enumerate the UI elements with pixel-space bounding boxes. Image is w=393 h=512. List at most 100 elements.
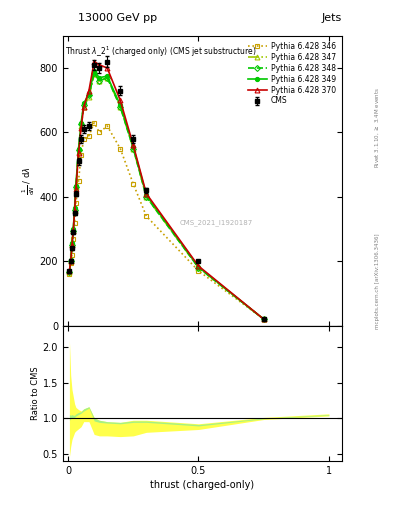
Pythia 6.428 349 xyxy=(67,269,72,275)
Pythia 6.428 370 xyxy=(79,124,83,131)
Pythia 6.428 347 xyxy=(72,207,77,213)
Pythia 6.428 347 xyxy=(97,78,102,84)
Pythia 6.428 347 xyxy=(68,258,73,264)
Pythia 6.428 347 xyxy=(196,265,201,271)
Pythia 6.428 348 xyxy=(68,258,73,264)
Pythia 6.428 348 xyxy=(131,145,136,152)
Pythia 6.428 349 xyxy=(92,68,97,74)
Pythia 6.428 348 xyxy=(97,78,102,84)
Pythia 6.428 370 xyxy=(261,316,266,322)
Pythia 6.428 346 xyxy=(105,123,110,129)
Pythia 6.428 349 xyxy=(196,264,201,270)
Pythia 6.428 346 xyxy=(67,271,72,277)
Y-axis label: Ratio to CMS: Ratio to CMS xyxy=(31,367,40,420)
Pythia 6.428 349 xyxy=(76,145,81,152)
Pythia 6.428 347 xyxy=(86,94,91,100)
Pythia 6.428 348 xyxy=(76,147,81,153)
Pythia 6.428 349 xyxy=(68,257,73,263)
Pythia 6.428 349 xyxy=(105,73,110,79)
Pythia 6.428 347 xyxy=(79,123,83,129)
Pythia 6.428 348 xyxy=(196,265,201,271)
Pythia 6.428 370 xyxy=(86,88,91,94)
Pythia 6.428 349 xyxy=(144,192,149,198)
Pythia 6.428 348 xyxy=(144,194,149,200)
Pythia 6.428 346 xyxy=(79,152,83,158)
Pythia 6.428 346 xyxy=(131,181,136,187)
Legend: Pythia 6.428 346, Pythia 6.428 347, Pythia 6.428 348, Pythia 6.428 349, Pythia 6: Pythia 6.428 346, Pythia 6.428 347, Pyth… xyxy=(246,39,338,108)
Pythia 6.428 346 xyxy=(68,260,73,266)
Pythia 6.428 347 xyxy=(144,194,149,200)
Pythia 6.428 346 xyxy=(71,236,76,242)
Pythia 6.428 348 xyxy=(92,70,97,76)
Pythia 6.428 347 xyxy=(81,103,86,110)
Pythia 6.428 348 xyxy=(79,121,83,127)
Pythia 6.428 349 xyxy=(72,205,77,211)
Pythia 6.428 370 xyxy=(71,227,76,233)
Pythia 6.428 348 xyxy=(118,103,123,110)
Line: Pythia 6.428 346: Pythia 6.428 346 xyxy=(67,121,266,321)
Pythia 6.428 349 xyxy=(86,91,91,97)
Text: Jets: Jets xyxy=(321,13,342,23)
Pythia 6.428 370 xyxy=(67,268,72,274)
Pythia 6.428 347 xyxy=(105,75,110,81)
Pythia 6.428 346 xyxy=(92,120,97,126)
Text: 13000 GeV pp: 13000 GeV pp xyxy=(78,13,158,23)
Pythia 6.428 349 xyxy=(131,144,136,150)
Text: mcplots.cern.ch [arXiv:1306.3436]: mcplots.cern.ch [arXiv:1306.3436] xyxy=(375,234,380,329)
Pythia 6.428 346 xyxy=(70,252,74,258)
Pythia 6.428 348 xyxy=(72,207,77,213)
Pythia 6.428 370 xyxy=(144,190,149,197)
Pythia 6.428 349 xyxy=(70,241,74,247)
Pythia 6.428 370 xyxy=(68,258,73,264)
Pythia 6.428 348 xyxy=(73,184,78,190)
Pythia 6.428 347 xyxy=(73,184,78,190)
Text: CMS_2021_I1920187: CMS_2021_I1920187 xyxy=(180,219,253,226)
Line: Pythia 6.428 347: Pythia 6.428 347 xyxy=(67,72,266,322)
Pythia 6.428 370 xyxy=(73,186,78,192)
Pythia 6.428 370 xyxy=(196,263,201,269)
Pythia 6.428 347 xyxy=(261,316,266,322)
Pythia 6.428 370 xyxy=(76,151,81,157)
Pythia 6.428 347 xyxy=(92,71,97,77)
Text: Thrust $\lambda\_2^1$ (charged only) (CMS jet substructure): Thrust $\lambda\_2^1$ (charged only) (CM… xyxy=(65,45,256,59)
Pythia 6.428 349 xyxy=(73,182,78,188)
Pythia 6.428 370 xyxy=(92,58,97,65)
Pythia 6.428 348 xyxy=(81,102,86,108)
Line: Pythia 6.428 349: Pythia 6.428 349 xyxy=(67,69,266,321)
Pythia 6.428 346 xyxy=(118,145,123,152)
Line: Pythia 6.428 370: Pythia 6.428 370 xyxy=(67,59,266,322)
Pythia 6.428 370 xyxy=(81,103,86,110)
Line: Pythia 6.428 348: Pythia 6.428 348 xyxy=(67,71,266,321)
Pythia 6.428 347 xyxy=(71,227,76,233)
Pythia 6.428 347 xyxy=(76,148,81,155)
Pythia 6.428 346 xyxy=(144,213,149,219)
Pythia 6.428 348 xyxy=(71,227,76,233)
Pythia 6.428 349 xyxy=(81,100,86,106)
Pythia 6.428 346 xyxy=(76,178,81,184)
Pythia 6.428 349 xyxy=(79,120,83,126)
Pythia 6.428 349 xyxy=(97,75,102,81)
X-axis label: thrust (charged-only): thrust (charged-only) xyxy=(151,480,254,490)
Pythia 6.428 348 xyxy=(70,242,74,248)
Pythia 6.428 348 xyxy=(105,75,110,81)
Pythia 6.428 370 xyxy=(118,97,123,103)
Pythia 6.428 346 xyxy=(72,220,77,226)
Pythia 6.428 346 xyxy=(261,316,266,322)
Pythia 6.428 346 xyxy=(73,200,78,206)
Pythia 6.428 348 xyxy=(86,92,91,98)
Pythia 6.428 370 xyxy=(131,142,136,148)
Pythia 6.428 346 xyxy=(196,268,201,274)
Pythia 6.428 346 xyxy=(97,130,102,136)
Pythia 6.428 349 xyxy=(118,102,123,108)
Pythia 6.428 370 xyxy=(105,65,110,71)
Pythia 6.428 349 xyxy=(261,316,266,322)
Pythia 6.428 346 xyxy=(86,133,91,139)
Pythia 6.428 347 xyxy=(70,242,74,248)
Pythia 6.428 347 xyxy=(131,145,136,152)
Pythia 6.428 370 xyxy=(70,242,74,248)
Pythia 6.428 348 xyxy=(261,316,266,322)
Y-axis label: $\frac{1}{\mathrm{d}N}$ / $\mathrm{d}\lambda$: $\frac{1}{\mathrm{d}N}$ / $\mathrm{d}\la… xyxy=(20,166,37,195)
Pythia 6.428 370 xyxy=(97,62,102,68)
Pythia 6.428 346 xyxy=(81,136,86,142)
Text: Rivet 3.1.10, $\geq$ 3.4M events: Rivet 3.1.10, $\geq$ 3.4M events xyxy=(373,88,381,168)
